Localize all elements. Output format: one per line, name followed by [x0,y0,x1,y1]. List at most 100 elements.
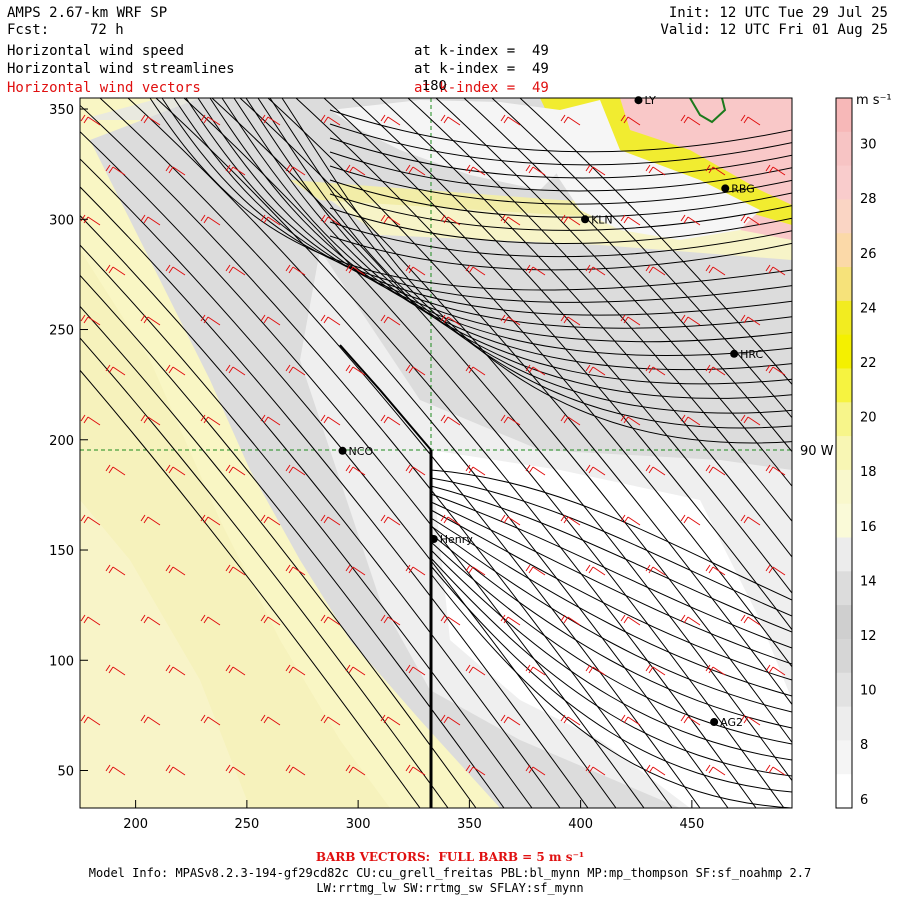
streamline [329,165,792,205]
wind-barb [525,764,546,776]
colorbar-label: 16 [860,520,877,535]
forecast-value: 72 h [90,22,124,38]
colorbar-segment [836,300,852,336]
wind-barb [440,614,461,626]
streamline [245,98,792,399]
colorbar-segment [836,199,852,234]
colorbar-segment [836,740,852,775]
wind-barb [645,364,666,376]
wind-barb [560,614,581,626]
wind-barb [225,564,246,576]
wind-barb [525,464,546,476]
wind-barb [80,114,101,126]
wind-barb [705,764,726,776]
wind-barb [465,264,486,276]
wind-barb [200,714,221,726]
y-tick-label: 100 [49,654,74,669]
wind-barb [380,114,401,126]
wind-barb [200,214,221,226]
wind-barb [585,364,606,376]
streamlines [80,98,792,808]
colorbar-segment [836,537,852,572]
wind-barb [645,464,666,476]
wind-barb [285,564,306,576]
streamline [491,98,792,419]
wind-barb [405,164,426,176]
model-info-physics: LW:rrtmg_lw SW:rrtmg_sw SFLAY:sf_mynn [316,881,584,895]
graticule [80,98,792,451]
forecast-label: Fcst: [7,22,50,38]
wind-barb [165,664,186,676]
colorbar-segment [836,469,852,505]
wind-barb [260,314,281,326]
station-label: Henry [440,533,474,546]
wind-barb [440,514,461,526]
wind-barb [200,514,221,526]
wind-barb [405,664,426,676]
wind-barb [380,314,401,326]
streamline [99,98,701,808]
wind-barb [440,214,461,226]
wind-barb [165,364,186,376]
wind-barb [380,214,401,226]
wind-barb [680,414,701,426]
wind-speed-shading [80,98,792,808]
colorbar-label: 30 [860,138,877,153]
streamline [430,533,792,729]
x-tick-label: 400 [568,817,593,832]
wind-barb [525,664,546,676]
model-title: AMPS 2.67-km WRF SP [7,5,168,21]
x-tick-label: 450 [679,817,704,832]
wind-barb [500,414,521,426]
wind-barb [140,114,161,126]
wind-barb [680,214,701,226]
wind-barb [80,514,101,526]
wind-barb [560,114,581,126]
streamline [329,207,792,245]
wind-barb [260,714,281,726]
streamline [430,517,792,697]
streamline [329,109,792,153]
wind-barb [585,164,606,176]
colorbar-segment [836,165,852,200]
wind-barb [500,714,521,726]
field-name-streamlines: Horizontal wind streamlines [7,61,235,77]
barb-note: BARB VECTORS: FULL BARB = 5 m s⁻¹ [315,850,585,864]
streamline [430,549,792,761]
wind-barb [380,614,401,626]
streamline [329,193,792,231]
wind-barb [80,714,101,726]
wind-barb [260,214,281,226]
x-tick-label: 300 [346,817,371,832]
streamline [80,214,561,808]
station-label: LY [644,94,656,107]
wind-barb [740,214,761,226]
colorbar-segment [836,774,852,809]
wind-barb [165,564,186,576]
streamline [257,98,792,414]
wind-barb [765,164,786,176]
station-label: RBG [731,182,755,195]
wind-barb [345,464,366,476]
wind-barb [440,114,461,126]
streamline [233,98,792,385]
wind-barb [105,564,126,576]
x-tick-label: 250 [234,817,259,832]
wind-barb [345,164,366,176]
streamline [430,485,792,633]
station-label: HRC [740,348,763,361]
colorbar-segment [836,706,852,741]
wind-barb [525,364,546,376]
wind-barb [380,714,401,726]
streamline [80,337,449,808]
wind-barb [645,764,666,776]
wind-barb [140,314,161,326]
streamline [430,565,792,793]
wind-barb [705,564,726,576]
wind-barb [765,564,786,576]
wind-barb [585,564,606,576]
streamline [329,235,792,271]
init-time: Init: 12 UTC Tue 29 Jul 25 [668,5,888,21]
field-level-speed: at k-index = 49 [414,43,549,59]
colorbar-segment [836,98,852,133]
